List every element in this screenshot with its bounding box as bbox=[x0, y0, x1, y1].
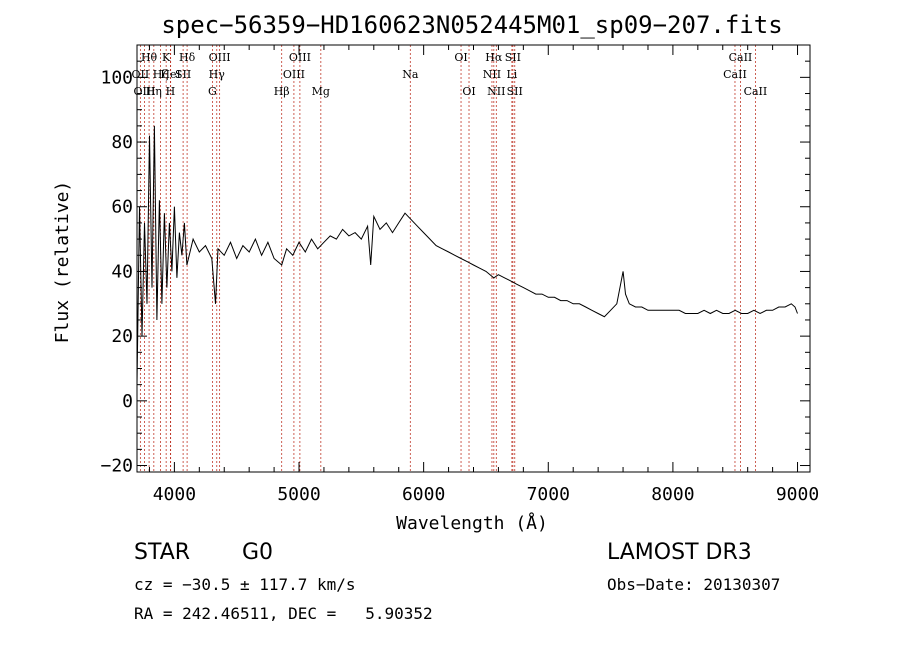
spectrum-line bbox=[136, 125, 798, 385]
y-axis-label: Flux (relative) bbox=[52, 181, 73, 344]
line-label: Hδ bbox=[179, 51, 196, 64]
y-tick-label: 20 bbox=[111, 326, 133, 347]
line-label: HeI bbox=[160, 68, 180, 81]
x-tick-label: 7000 bbox=[527, 484, 570, 505]
line-label: Hγ bbox=[209, 68, 226, 81]
x-axis-ticks: 4000 5000 6000 7000 8000 9000 bbox=[148, 45, 819, 505]
line-label: NII bbox=[487, 85, 505, 98]
line-label: OII bbox=[132, 68, 150, 81]
line-label: SII bbox=[507, 85, 523, 98]
chart-title: spec−56359−HD160623N052445M01_sp09−207.f… bbox=[161, 11, 782, 39]
object-class: STAR bbox=[134, 540, 191, 565]
plot-frame bbox=[136, 44, 811, 473]
line-label: G bbox=[208, 85, 217, 98]
x-tick-label: 4000 bbox=[153, 484, 196, 505]
observation-date: Obs−Date: 20130307 bbox=[607, 575, 781, 594]
x-tick-label: 5000 bbox=[277, 484, 320, 505]
line-label: CaII bbox=[723, 68, 747, 81]
line-label: SII bbox=[505, 51, 521, 64]
line-label: SII bbox=[175, 68, 191, 81]
line-label: OIII bbox=[283, 68, 305, 81]
line-label: OIII bbox=[133, 85, 155, 98]
y-tick-label: 40 bbox=[111, 261, 133, 282]
survey-name: LAMOST DR3 bbox=[607, 540, 752, 565]
line-label: Li bbox=[506, 68, 517, 81]
line-label: OI bbox=[462, 85, 475, 98]
line-label: OI bbox=[454, 51, 467, 64]
emission-line-markers bbox=[139, 45, 756, 472]
y-tick-label: 0 bbox=[122, 391, 133, 412]
line-label: CaII bbox=[744, 85, 768, 98]
x-tick-label: 8000 bbox=[651, 484, 694, 505]
x-tick-label: 9000 bbox=[776, 484, 819, 505]
line-label: Na bbox=[402, 68, 419, 81]
y-tick-label: −20 bbox=[100, 456, 133, 477]
line-label: Mg bbox=[312, 85, 330, 98]
line-label: NII bbox=[483, 68, 501, 81]
line-label: Hα bbox=[485, 51, 503, 64]
coordinates: RA = 242.46511, DEC = 5.90352 bbox=[134, 604, 433, 623]
redshift-velocity: cz = −30.5 ± 117.7 km/s bbox=[134, 575, 356, 594]
object-subclass: G0 bbox=[242, 540, 274, 565]
line-label: Hβ bbox=[274, 85, 290, 98]
line-label: OIII bbox=[209, 51, 231, 64]
line-label: CaII bbox=[729, 51, 753, 64]
line-label: Hζ bbox=[153, 68, 169, 81]
x-tick-label: 6000 bbox=[402, 484, 445, 505]
y-tick-label: 100 bbox=[100, 67, 133, 88]
line-label: Hη bbox=[146, 85, 162, 98]
line-label: K bbox=[162, 51, 171, 64]
line-label: OIII bbox=[289, 51, 311, 64]
y-tick-label: 60 bbox=[111, 197, 133, 218]
y-axis-ticks: −20 0 20 40 60 80 100 bbox=[100, 44, 810, 477]
line-label: Hθ bbox=[141, 51, 158, 64]
x-axis-label: Wavelength (Å) bbox=[396, 512, 548, 534]
line-label: H bbox=[166, 85, 176, 98]
y-tick-label: 80 bbox=[111, 132, 133, 153]
